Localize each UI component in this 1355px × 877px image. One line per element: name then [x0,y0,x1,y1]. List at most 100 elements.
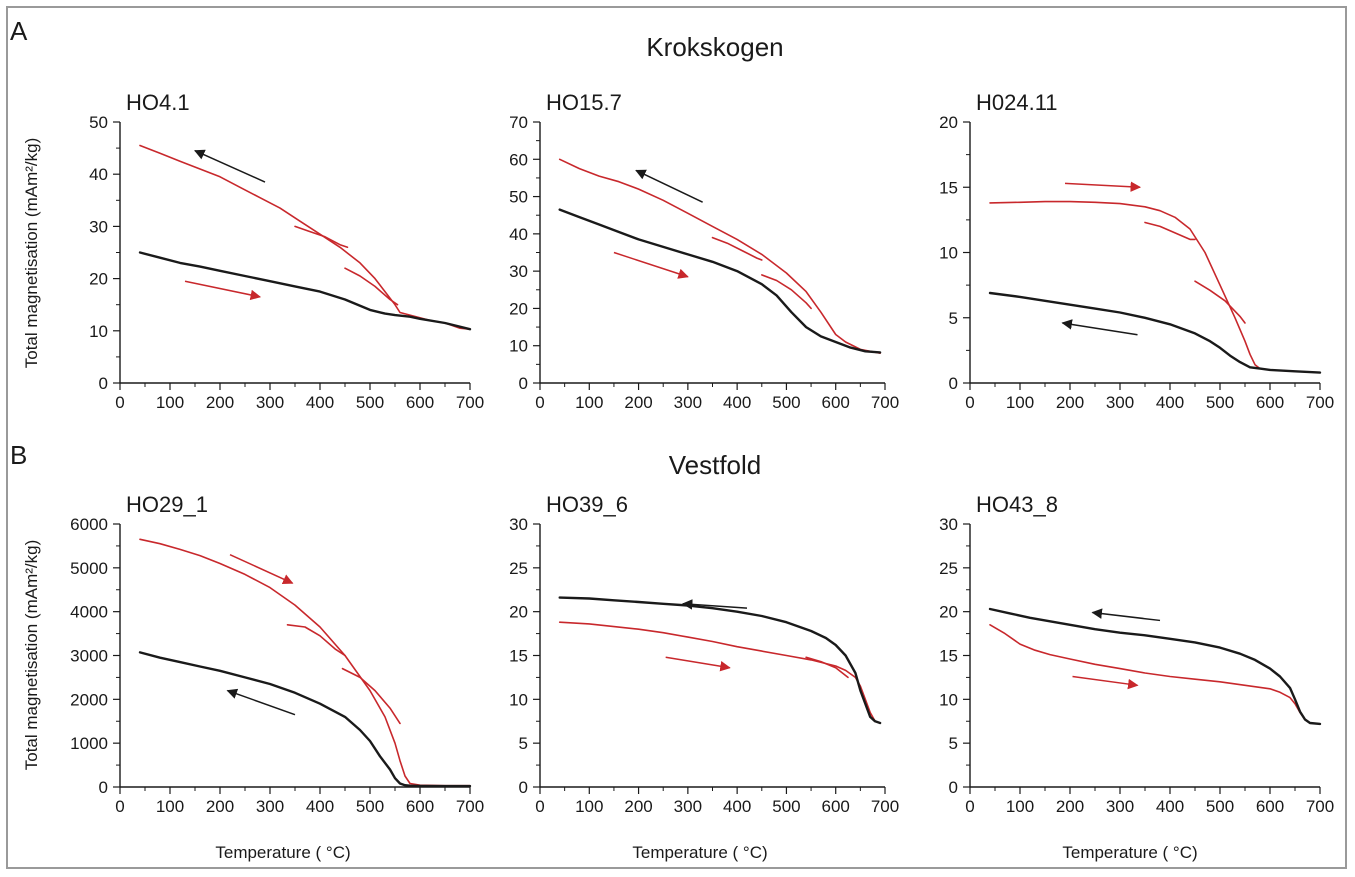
y-tick-label: 3000 [70,647,108,666]
y-tick-label: 60 [509,150,528,169]
x-tick-label: 100 [156,393,184,412]
x-tick-label: 400 [306,393,334,412]
x-tick-label: 300 [256,393,284,412]
x-tick-label: 200 [206,393,234,412]
x-tick-label: 300 [674,797,702,816]
y-tick-label: 1000 [70,734,108,753]
heating-curve-4 [341,667,401,725]
y-tick-label: 5 [949,309,958,328]
y-tick-label: 6000 [70,515,108,534]
chart-panel-5: HO39_6 0 100 200 300 400 500 600 700 0 5 10 15 20 25 30 [509,492,899,816]
y-axis-label-bottom: Total magnetisation (mAm²/kg) [22,540,41,771]
x-axis-label-3: Temperature ( °C) [1062,843,1197,862]
heating-curve-4 [344,267,399,306]
chart-panel-6: HO43_8 0 100 200 300 400 500 600 700 0 5 10 15 20 25 30 [939,492,1334,816]
heating-curve-3 [805,656,849,679]
x-tick-label: 0 [535,797,544,816]
x-tick-label: 500 [1206,393,1234,412]
y-tick-label: 50 [509,188,528,207]
black-direction-arrow [194,149,266,183]
y-tick-label: 70 [509,113,528,132]
red-direction-arrow [1064,181,1142,193]
x-tick-label: 100 [156,797,184,816]
y-tick-label: 5 [519,734,528,753]
x-tick-label: 200 [1056,393,1084,412]
y-tick-label: 30 [939,515,958,534]
y-tick-label: 0 [519,374,528,393]
y-tick-label: 30 [509,515,528,534]
y-tick-label: 0 [949,778,958,797]
black-direction-arrow [226,688,296,716]
x-tick-label: 0 [535,393,544,412]
chart-panel-3: H024.11 0 100 200 300 400 500 600 700 0 5 10 15 20 [939,90,1334,412]
y-tick-label: 10 [939,244,958,263]
heating-curve-3 [286,623,346,657]
y-tick-label: 15 [939,647,958,666]
chart-title: H024.11 [976,90,1058,115]
y-tick-label: 4000 [70,603,108,622]
x-tick-label: 0 [965,797,974,816]
chart-title: HO15.7 [546,90,622,115]
x-tick-label: 400 [1156,393,1184,412]
y-tick-label: 40 [89,165,108,184]
heating-curve-1 [558,621,881,724]
y-tick-label: 0 [519,778,528,797]
red-direction-arrow [229,554,294,585]
y-tick-label: 30 [89,217,108,236]
x-tick-label: 300 [674,393,702,412]
y-tick-label: 20 [509,603,528,622]
red-direction-arrow [1072,675,1139,690]
x-tick-label: 700 [871,393,899,412]
chart-panel-4: HO29_1 0 100 200 300 400 500 600 700 0 1000 2000 300… [70,492,484,816]
chart-title: HO4.1 [126,90,190,115]
x-tick-label: 200 [624,797,652,816]
heating-curve-4 [760,274,812,310]
x-tick-label: 500 [772,393,800,412]
y-tick-label: 10 [509,690,528,709]
y-tick-label: 5000 [70,559,108,578]
x-tick-label: 400 [306,797,334,816]
cooling-curve-2 [558,596,882,725]
x-tick-label: 600 [406,393,434,412]
y-tick-label: 0 [99,778,108,797]
y-tick-label: 20 [939,113,958,132]
heating-curve-1 [139,144,471,331]
chart-panel-2: HO15.7 0 100 200 300 400 500 600 700 0 10 20 30 40 50 6… [509,90,899,412]
heating-curve-1 [139,538,471,787]
y-tick-label: 15 [509,647,528,666]
x-axis-label-1: Temperature ( °C) [215,843,350,862]
x-tick-label: 700 [456,393,484,412]
heating-curve-1 [558,158,881,355]
x-tick-label: 500 [1206,797,1234,816]
chart-panel-1: HO4.1 0 100 200 300 400 500 600 700 0 10 20 30 40 50 [89,90,484,412]
y-tick-label: 15 [939,178,958,197]
y-tick-label: 5 [949,734,958,753]
y-tick-label: 40 [509,225,528,244]
y-tick-label: 0 [949,374,958,393]
x-tick-label: 600 [822,393,850,412]
heating-curve-4 [1194,280,1246,324]
x-tick-label: 700 [871,797,899,816]
x-tick-label: 0 [115,393,124,412]
x-tick-label: 500 [356,797,384,816]
cooling-curve-2 [558,208,882,354]
y-tick-label: 10 [89,322,108,341]
y-tick-label: 20 [89,270,108,289]
y-tick-label: 50 [89,113,108,132]
x-tick-label: 400 [1156,797,1184,816]
y-tick-label: 25 [939,559,958,578]
heating-curve-1 [989,623,1321,725]
heating-curve-3 [1144,221,1196,241]
chart-title: HO43_8 [976,492,1058,517]
x-tick-label: 100 [575,393,603,412]
chart-title: HO29_1 [126,492,208,517]
y-tick-label: 10 [939,690,958,709]
x-tick-label: 600 [1256,393,1284,412]
x-tick-label: 400 [723,797,751,816]
section-a-letter: A [10,16,28,46]
x-tick-label: 100 [1006,393,1034,412]
x-tick-label: 500 [356,393,384,412]
x-tick-label: 700 [456,797,484,816]
x-tick-label: 200 [1056,797,1084,816]
